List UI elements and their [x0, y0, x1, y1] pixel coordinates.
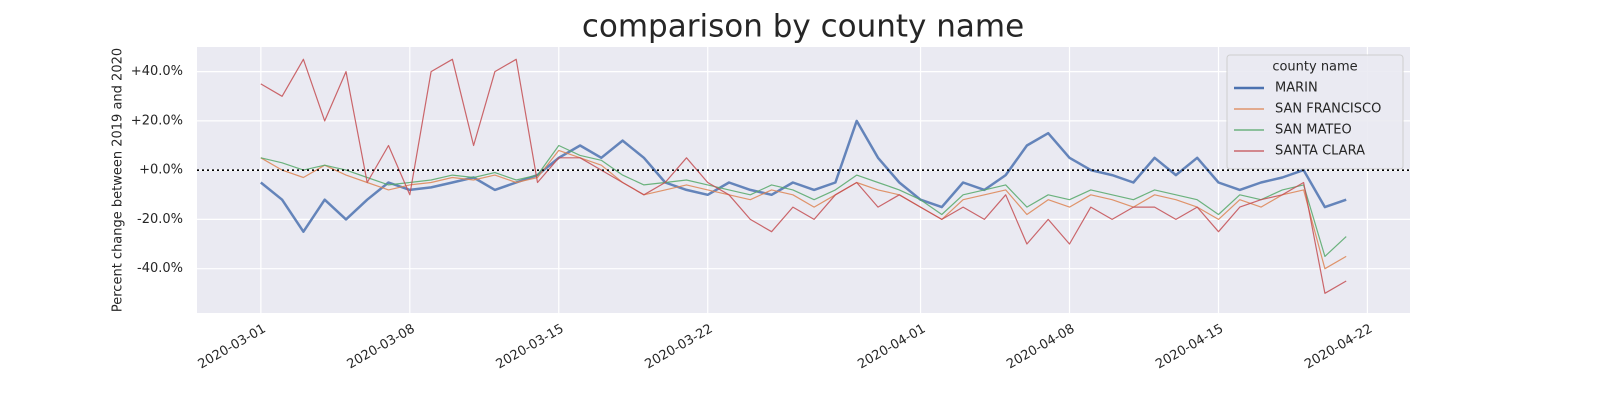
x-tick-label: 2020-04-22	[1302, 322, 1375, 373]
legend-box	[1226, 54, 1404, 170]
y-tick-label: -40.0%	[137, 261, 183, 276]
x-tick-label: 2020-03-22	[643, 322, 716, 373]
legend-title: county name	[1272, 60, 1357, 75]
x-tick-label: 2020-04-01	[855, 322, 928, 373]
y-axis-label: Percent change between 2019 and 2020	[111, 48, 126, 312]
legend-label: SANTA CLARA	[1275, 144, 1365, 159]
x-tick-label: 2020-03-08	[345, 322, 418, 373]
legend-label: SAN MATEO	[1275, 123, 1352, 138]
series-line	[260, 144, 1347, 257]
y-tick-label: +40.0%	[131, 64, 183, 79]
chart-title: comparison by county name	[582, 9, 1024, 45]
x-tick-label: 2020-03-15	[494, 322, 567, 373]
x-tick-label: 2020-04-15	[1153, 322, 1226, 373]
y-tick-label: -20.0%	[137, 212, 183, 227]
series-line	[260, 149, 1347, 270]
y-tick-label: +0.0%	[139, 163, 183, 178]
legend-label: MARIN	[1275, 81, 1318, 96]
x-tick-label: 2020-04-08	[1004, 322, 1077, 373]
series-line	[260, 58, 1347, 294]
legend-label: SAN FRANCISCO	[1275, 102, 1381, 117]
y-tick-label: +20.0%	[131, 113, 183, 128]
series-line	[260, 119, 1347, 233]
x-tick-label: 2020-03-01	[196, 322, 269, 373]
